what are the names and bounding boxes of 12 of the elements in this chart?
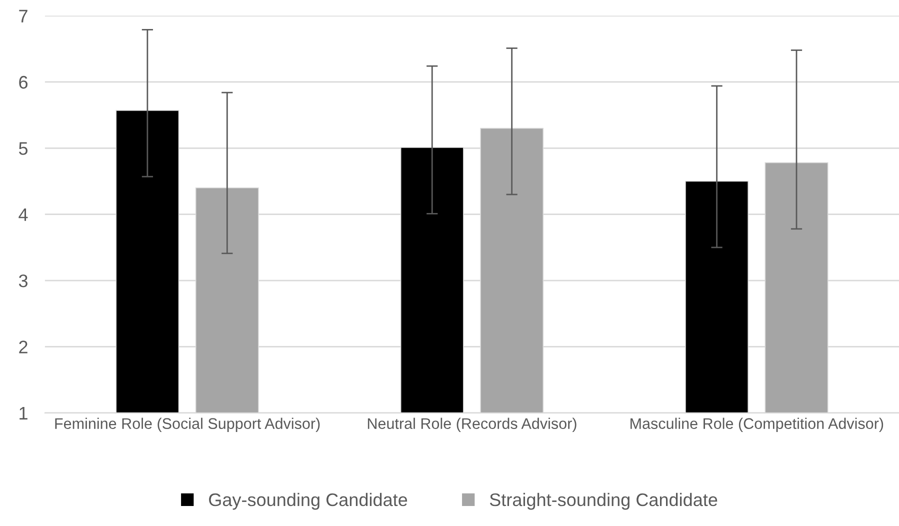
legend-label: Gay-sounding Candidate — [209, 492, 408, 510]
x-tick-label: Feminine Role (Social Support Advisor) — [55, 418, 320, 432]
y-tick-label: 4 — [18, 208, 28, 221]
legend-label: Straight-sounding Candidate — [490, 492, 718, 510]
x-tick-label: Neutral Role (Records Advisor) — [368, 418, 576, 432]
y-tick-label: 6 — [19, 76, 28, 89]
y-tick-label: 7 — [19, 10, 28, 22]
y-tick-label: 5 — [18, 142, 28, 155]
y-tick-label: 1 — [20, 407, 28, 420]
y-tick-label: 3 — [18, 274, 28, 288]
y-tick-label: 2 — [19, 340, 28, 354]
x-tick-label: Masculine Role (Competition Advisor) — [630, 418, 884, 432]
